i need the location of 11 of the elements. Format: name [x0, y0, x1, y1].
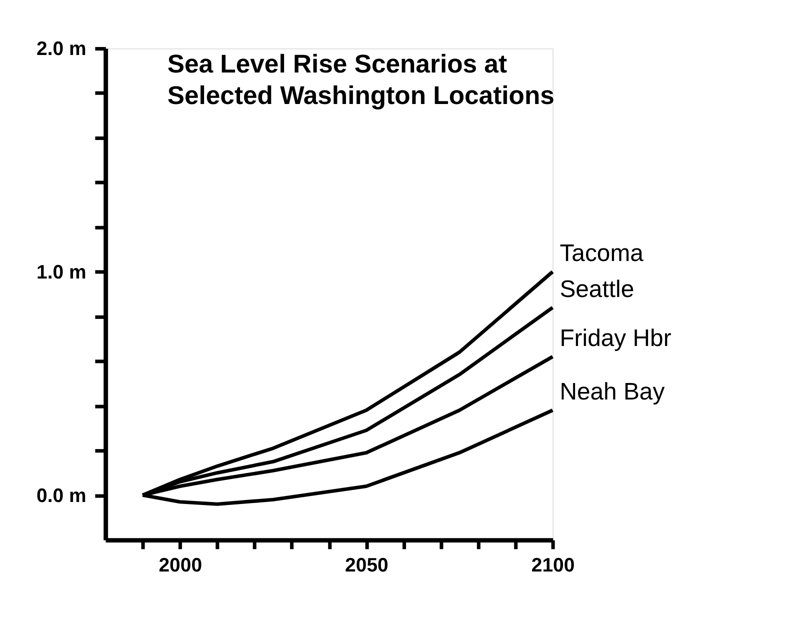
series-label: Neah Bay: [560, 378, 665, 406]
y-tick-label: 1.0 m: [36, 261, 86, 284]
text: Sea Level Rise Scenarios at Selected Washington Locations: [167, 50, 554, 110]
y-tick-label: 0.0 m: [36, 484, 86, 507]
series-label: Tacoma: [560, 240, 644, 268]
y-tick-label: 2.0 m: [36, 38, 86, 60]
x-tick-label: 2100: [531, 554, 575, 576]
series-label: Friday Hbr: [560, 325, 672, 352]
x-tick-label: 2050: [345, 554, 389, 576]
x-tick-label: 2000: [158, 554, 202, 576]
series-label: Seattle: [560, 276, 634, 303]
